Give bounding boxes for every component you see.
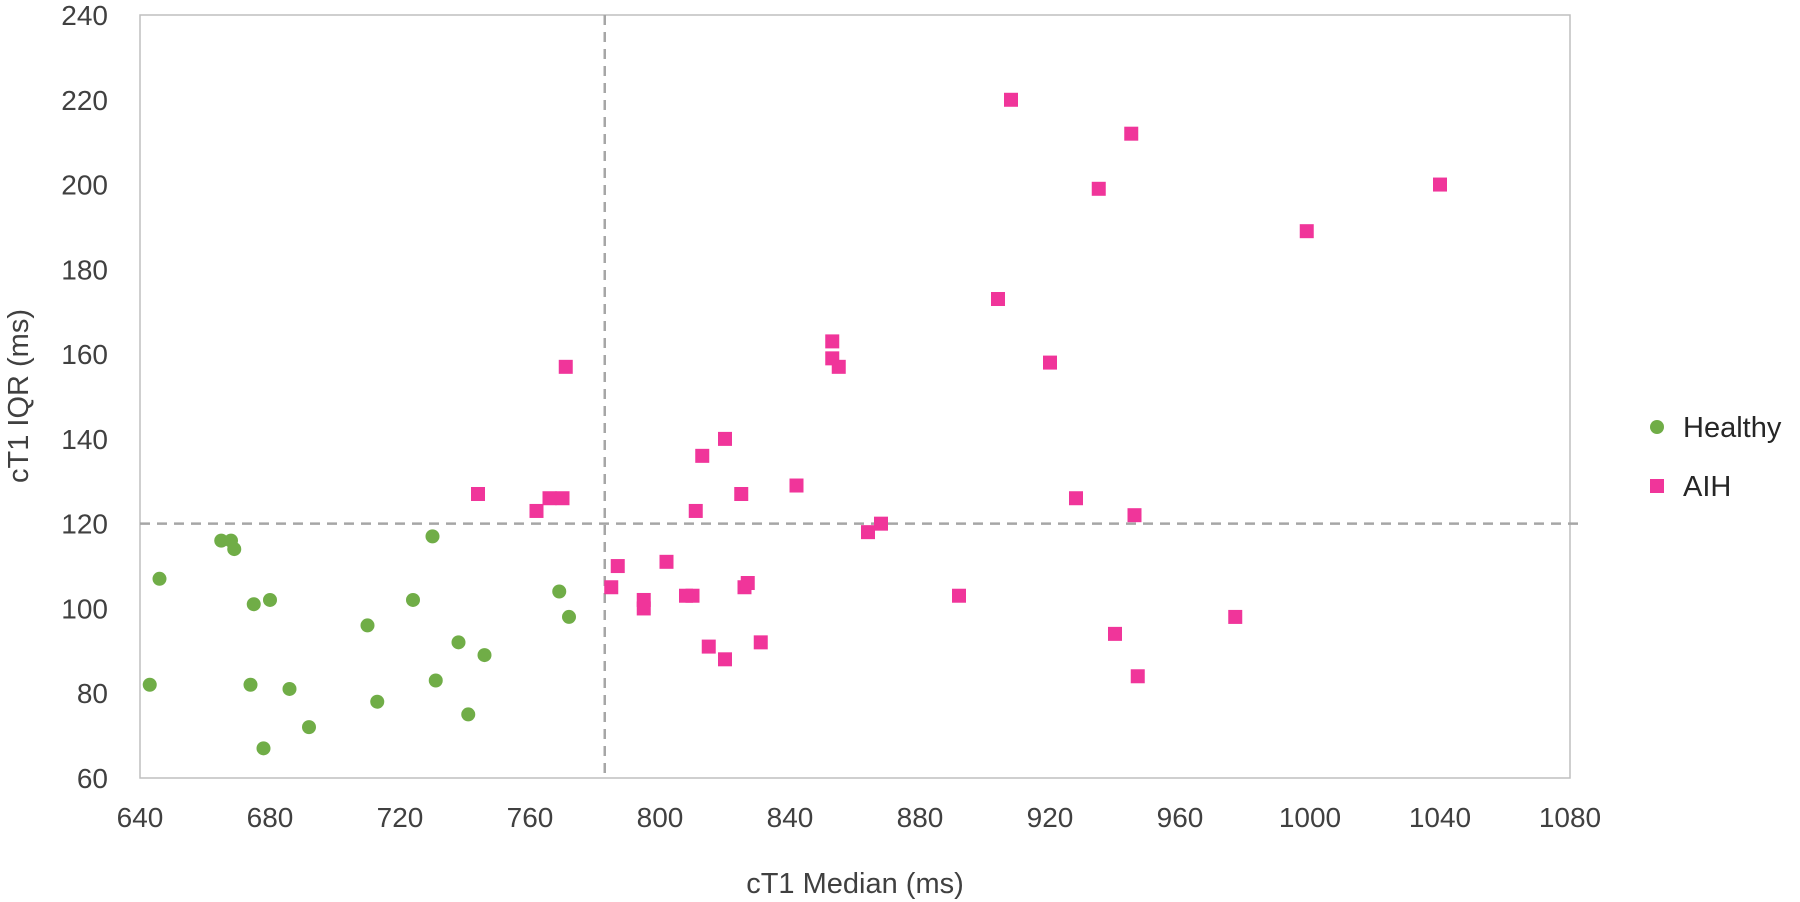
aih-point	[1130, 669, 1145, 684]
legend-aih-label: AIH	[1683, 471, 1731, 503]
y-tick-label: 100	[61, 593, 108, 624]
y-tick-label: 220	[61, 85, 108, 116]
aih-point	[734, 486, 749, 501]
aih-point	[718, 652, 732, 667]
x-tick-label: 880	[897, 802, 944, 833]
healthy-point	[263, 592, 277, 607]
x-tick-label: 800	[637, 802, 684, 833]
aih-point	[701, 639, 716, 654]
aih-point	[471, 486, 485, 501]
healthy-point	[477, 648, 492, 663]
aih-point	[874, 516, 888, 531]
aih-point	[555, 491, 570, 506]
x-tick-label: 720	[377, 802, 424, 833]
y-axis-title: cT1 IQR (ms)	[3, 309, 35, 483]
x-tick-label: 1000	[1279, 802, 1341, 833]
healthy-point	[246, 597, 261, 612]
y-tick-label: 240	[61, 0, 108, 31]
healthy-point	[302, 720, 316, 735]
y-tick-label: 80	[77, 678, 108, 709]
y-axis-tick-labels: 60 80 100 120 140 160 180 200 220 240	[61, 0, 108, 794]
healthy-point	[227, 542, 242, 557]
plot-area-frame	[139, 14, 1571, 779]
aih-point	[1108, 626, 1122, 641]
aih-point	[604, 580, 619, 595]
healthy-point	[461, 707, 476, 722]
x-axis-title: cT1 Median (ms)	[746, 868, 964, 900]
x-tick-label: 1040	[1409, 802, 1471, 833]
healthy-point	[282, 681, 297, 696]
healthy-point	[425, 529, 440, 544]
x-tick-label: 960	[1157, 802, 1204, 833]
healthy-point	[406, 592, 420, 607]
aih-point	[1043, 355, 1057, 370]
aih-point	[542, 491, 557, 506]
reference-lines	[140, 15, 1580, 778]
y-tick-label: 60	[77, 763, 108, 794]
y-tick-label: 140	[61, 424, 108, 455]
aih-point	[952, 588, 966, 603]
aih-point	[753, 635, 768, 650]
healthy-point	[552, 584, 567, 599]
x-tick-label: 920	[1027, 802, 1074, 833]
healthy-point	[428, 673, 443, 688]
aih-point	[1069, 491, 1083, 506]
aih-point	[991, 292, 1005, 307]
aih-point	[1299, 224, 1314, 239]
aih-point	[695, 448, 710, 463]
aih-point	[825, 334, 840, 349]
aih-point	[1127, 508, 1142, 523]
aih-point	[1228, 609, 1243, 624]
aih-point	[636, 601, 651, 616]
healthy-point	[152, 571, 167, 586]
healthy-point	[451, 635, 466, 650]
aih-point	[831, 359, 846, 374]
aih-point	[718, 431, 732, 446]
aih-point	[659, 554, 674, 569]
y-tick-label: 200	[61, 170, 108, 201]
aih-point	[1124, 126, 1139, 141]
aih-point	[685, 588, 700, 603]
aih-point	[1091, 181, 1106, 196]
healthy-point	[214, 533, 229, 548]
healthy-point	[142, 677, 157, 692]
aih-point	[740, 576, 755, 591]
x-tick-label: 760	[507, 802, 554, 833]
x-tick-label: 840	[767, 802, 814, 833]
y-tick-label: 120	[61, 509, 108, 540]
legend-item-aih: AIH	[1650, 471, 1731, 503]
x-tick-label: 1080	[1539, 802, 1601, 833]
healthy-point	[360, 618, 375, 633]
aih-point	[789, 478, 804, 493]
x-axis-tick-labels: 640 680 720 760 800 840 880 920 960 1000 1040 1080	[117, 802, 1602, 833]
healthy-point	[562, 609, 576, 624]
legend-item-healthy: Healthy	[1650, 412, 1782, 444]
aih-point	[558, 359, 573, 374]
legend-healthy-label: Healthy	[1683, 412, 1782, 444]
healthy-point	[243, 677, 258, 692]
data-points	[142, 92, 1447, 756]
aih-point	[529, 503, 544, 518]
x-tick-label: 680	[247, 802, 294, 833]
x-tick-label: 640	[117, 802, 164, 833]
healthy-point	[370, 694, 385, 709]
y-tick-label: 180	[61, 254, 108, 285]
legend: Healthy AIH	[1650, 412, 1782, 503]
aih-point	[861, 525, 875, 540]
healthy-point	[256, 741, 271, 756]
legend-aih-marker	[1650, 479, 1664, 493]
aih-point	[1433, 177, 1447, 192]
aih-point	[610, 559, 625, 574]
aih-point	[688, 503, 703, 518]
legend-healthy-marker	[1650, 420, 1664, 434]
aih-point	[1004, 92, 1018, 107]
y-tick-label: 160	[61, 339, 108, 370]
